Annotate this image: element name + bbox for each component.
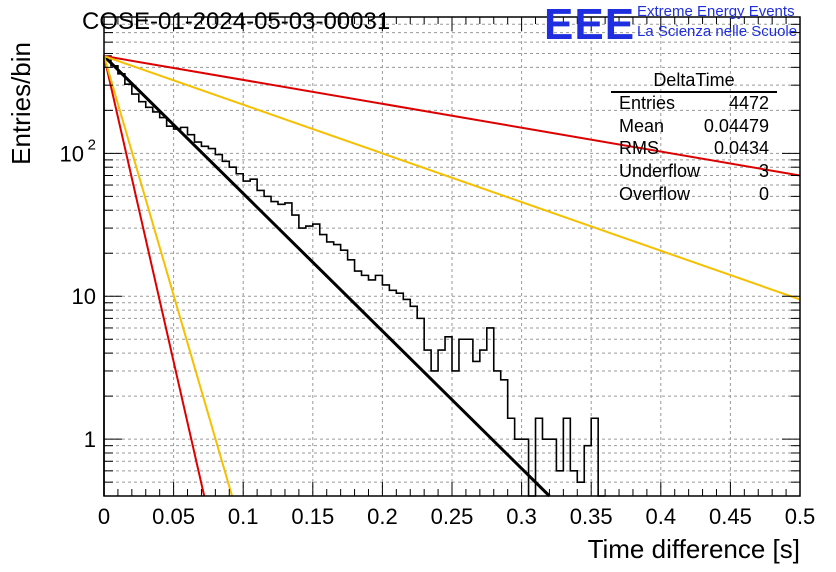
logo-line-1: Extreme Energy Events [637,3,795,20]
fit-curve-4 [103,55,234,497]
stats-divider [611,91,777,93]
stats-key: Underflow [619,161,701,181]
fit-curve-3 [103,55,206,497]
chart-title: COSE-01-2024-05-03-00031 [82,8,391,35]
x-tick-label: 0.45 [709,504,752,529]
stats-title: DeltaTime [653,70,735,90]
y-tick-label-exponent: 2 [88,136,96,153]
fit-curve-2 [103,55,801,301]
stats-value: 4472 [728,93,769,113]
x-axis-label: Time difference [s] [588,534,800,564]
x-tick-label: 0.1 [228,504,259,529]
fit-curve-0 [102,54,551,498]
stats-value: 0 [758,184,769,204]
stats-box: DeltaTime Entries 4472 Mean 0.04479 RMS … [611,70,777,208]
stats-key: Mean [619,116,665,136]
histogram-outline [103,55,606,497]
stats-value: 0.0434 [713,138,769,158]
eee-logo: EEE [544,0,636,49]
x-tick-label: 0 [98,504,110,529]
stats-key: RMS [619,138,659,158]
y-tick-label: 10 [72,284,96,309]
fit-curve-1 [103,55,801,177]
x-tick-label: 0.35 [570,504,613,529]
histogram-series [103,55,606,497]
x-tick-label: 0.5 [785,504,816,529]
x-axis-ticks: 0 0.05 0.1 0.15 0.2 0.25 0.3 0.35 0.4 0.45 0.5 [98,17,815,529]
stats-key: Overflow [619,184,691,204]
stats-key: Entries [619,93,676,113]
x-tick-label: 0.25 [431,504,474,529]
x-tick-label: 0.05 [152,504,195,529]
y-axis-label: Entries/bin [6,42,36,165]
x-tick-label: 0.3 [506,504,537,529]
y-tick-label: 1 [84,427,96,452]
stats-value: 0.04479 [703,116,769,136]
x-tick-label: 0.15 [291,504,334,529]
logo-line-2: La Scienza nelle Scuole [637,23,798,40]
x-tick-label: 0.4 [646,504,677,529]
fit-curves [102,54,801,498]
stats-value: 3 [758,161,769,181]
y-tick-label: 10 [60,141,84,166]
x-tick-label: 0.2 [367,504,398,529]
